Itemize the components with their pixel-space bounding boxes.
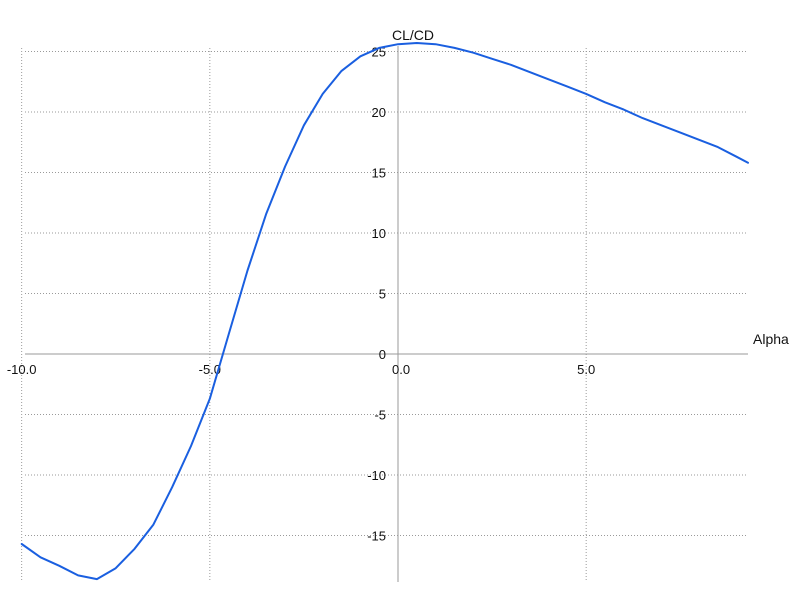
y-tick-label-4: 5 xyxy=(379,287,386,302)
x-axis-label: Alpha xyxy=(753,331,789,347)
axes xyxy=(25,46,748,582)
y-tick-label-1: 20 xyxy=(372,105,386,120)
y-tick-label-7: -10 xyxy=(367,468,386,483)
y-axis-label: CL/CD xyxy=(392,27,434,43)
gridlines xyxy=(21,48,748,582)
x-tick-label-3: 5.0 xyxy=(577,362,595,377)
series-line-0 xyxy=(20,42,749,581)
series-group xyxy=(20,42,749,581)
y-tick-label-8: -15 xyxy=(367,529,386,544)
y-tick-label-6: -5 xyxy=(374,408,386,423)
x-tick-label-2: 0.0 xyxy=(392,362,410,377)
y-tick-label-3: 10 xyxy=(372,226,386,241)
y-tick-label-2: 15 xyxy=(372,166,386,181)
x-tick-label-1: -5.0 xyxy=(199,362,221,377)
x-tick-label-0: -10.0 xyxy=(7,362,37,377)
y-tick-label-5: 0 xyxy=(379,347,386,362)
